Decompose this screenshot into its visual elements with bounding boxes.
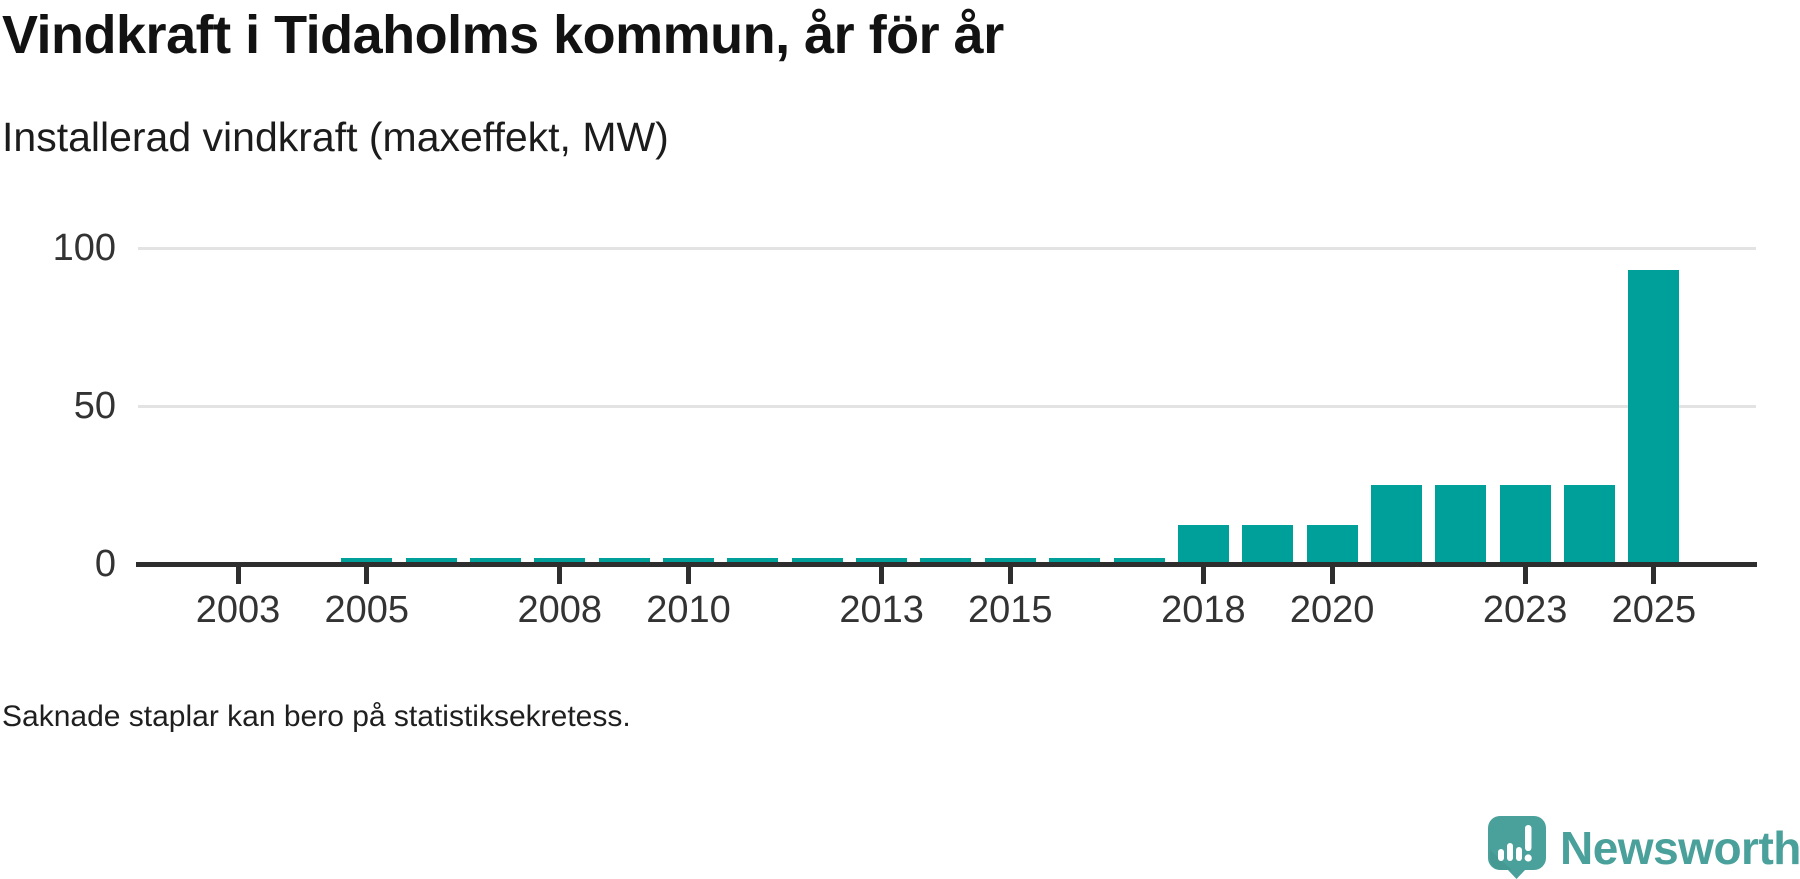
bar-2022 [1435, 485, 1487, 564]
x-tick-label-2003: 2003 [195, 589, 281, 631]
gridline-50 [138, 405, 1756, 409]
x-tick-label-2023: 2023 [1482, 589, 1568, 631]
bar-2008 [534, 557, 586, 564]
x-tick-2010 [686, 567, 692, 584]
bar-2005 [341, 557, 393, 564]
bar-2006 [405, 557, 457, 564]
bar-2020 [1306, 524, 1358, 564]
gridline-100 [138, 247, 1756, 251]
newsworthy-logo: Newsworthy [1488, 816, 1800, 879]
x-tick-2003 [235, 567, 241, 584]
bar-2007 [469, 557, 521, 564]
y-tick-label-0: 0 [94, 543, 116, 585]
bar-2021 [1370, 485, 1422, 564]
x-tick-2025 [1651, 567, 1657, 584]
newsworthy-wordmark: Newsworthy [1560, 821, 1800, 874]
x-tick-label-2025: 2025 [1611, 589, 1697, 631]
x-tick-label-2015: 2015 [968, 589, 1053, 631]
x-tick-label-2020: 2020 [1289, 589, 1375, 631]
bar-2019 [1242, 524, 1294, 564]
chart-footnote: Saknade staplar kan bero på statistiksek… [2, 700, 631, 733]
x-tick-2005 [364, 567, 370, 584]
y-tick-label-100: 100 [52, 227, 116, 270]
bar-2023 [1499, 485, 1551, 564]
bar-2011 [727, 557, 779, 564]
x-axis-line [136, 562, 1757, 567]
x-tick-2008 [557, 567, 563, 584]
x-tick-2018 [1200, 567, 1206, 584]
x-tick-2015 [1007, 567, 1013, 584]
bar-2009 [598, 557, 650, 564]
bar-2010 [663, 557, 715, 564]
bar-2018 [1177, 524, 1229, 564]
bar-2024 [1564, 485, 1616, 564]
bar-2025 [1628, 270, 1680, 564]
y-tick-label-50: 50 [73, 385, 116, 428]
x-tick-2023 [1522, 567, 1528, 584]
bar-2015 [984, 557, 1036, 564]
x-tick-label-2010: 2010 [646, 589, 731, 631]
x-tick-label-2013: 2013 [839, 589, 924, 631]
bar-2016 [1049, 557, 1101, 564]
bar-2013 [856, 557, 908, 564]
x-tick-2020 [1329, 567, 1335, 584]
x-tick-label-2018: 2018 [1161, 589, 1246, 631]
bar-2014 [920, 557, 972, 564]
x-tick-label-2008: 2008 [517, 589, 603, 631]
chart-title: Vindkraft i Tidaholms kommun, år för år [2, 5, 1004, 65]
bar-2017 [1113, 557, 1165, 564]
newsworthy-speech-bubble-chart-icon [1488, 816, 1546, 879]
x-tick-2013 [879, 567, 885, 584]
bar-2012 [791, 557, 843, 564]
x-tick-label-2005: 2005 [324, 589, 409, 631]
chart-subtitle: Installerad vindkraft (maxeffekt, MW) [2, 114, 669, 160]
